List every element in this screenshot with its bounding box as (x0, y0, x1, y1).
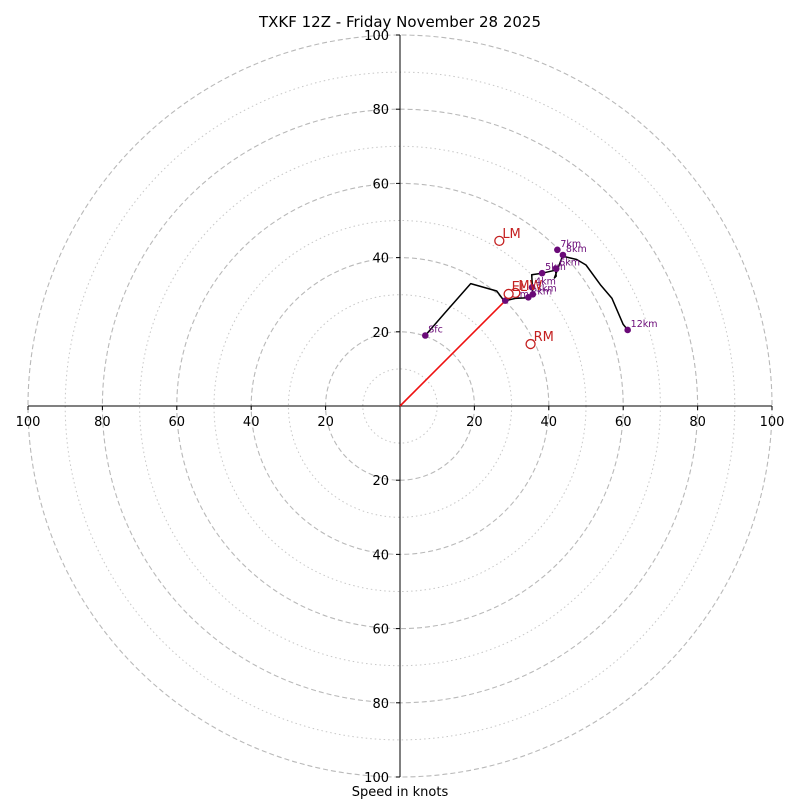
x-tick-label: 40 (243, 415, 260, 430)
x-tick-label: 60 (169, 415, 186, 430)
y-tick-label: 40 (372, 548, 389, 563)
y-tick-label: 60 (372, 623, 389, 638)
height-point-sfc (421, 332, 429, 339)
height-point-1km (501, 297, 509, 304)
storm-label-el: EL (512, 280, 528, 295)
y-tick-label: 40 (372, 252, 389, 267)
x-tick-label: 20 (317, 415, 334, 430)
storm-label-rm: RM (534, 330, 554, 345)
height-label-3km: 3km (536, 283, 557, 294)
x-tick-label: 20 (466, 415, 483, 430)
height-point-6km (552, 265, 560, 273)
height-markers: Sfc1km2km3km4km5km6km7km8km12km (421, 239, 658, 339)
height-label-2km: 2km (531, 286, 552, 297)
y-tick-label: 60 (372, 177, 389, 192)
x-tick-label: 100 (16, 415, 41, 430)
storm-marker-el (503, 288, 514, 300)
x-tick-label: 80 (94, 415, 111, 430)
height-point-8km (559, 251, 567, 259)
storm-label-lm: LM (502, 227, 520, 242)
y-tick-label: 80 (372, 103, 389, 118)
storm-label-mw: MW (518, 279, 542, 294)
height-label-12km: 12km (631, 319, 658, 330)
height-label-8km: 8km (566, 244, 587, 255)
x-tick-label: 100 (760, 415, 785, 430)
height-label-7km: 7km (560, 239, 581, 250)
height-point-3km (529, 291, 537, 298)
height-point-5km (538, 269, 546, 277)
tick-labels: 100 80 60 40 20 20 40 60 80 100 100 80 60 40 20 20 40 60 8… (16, 29, 785, 786)
chart-title: TXKF 12Z - Friday November 28 2025 (258, 13, 541, 31)
height-point-7km (554, 246, 561, 254)
y-tick-label: 80 (372, 697, 389, 712)
y-tick-label: 20 (372, 474, 389, 489)
height-label-6km: 6km (559, 258, 580, 269)
height-label-4km: 4km (535, 276, 556, 287)
storm-marker-lm (494, 235, 505, 247)
x-tick-label: 40 (541, 415, 558, 430)
y-tick-label: 100 (364, 29, 389, 44)
x-tick-label: 60 (615, 415, 632, 430)
shear-vector (399, 300, 506, 407)
height-label-sfc: Sfc (428, 325, 443, 336)
height-point-12km (624, 326, 631, 334)
x-tick-label: 80 (689, 415, 706, 430)
y-tick-label: 20 (372, 326, 389, 341)
x-axis-label: Speed in knots (352, 785, 449, 800)
height-point-4km (528, 283, 536, 291)
y-tick-label: 100 (364, 771, 389, 786)
storm-marker-rm (525, 338, 536, 350)
